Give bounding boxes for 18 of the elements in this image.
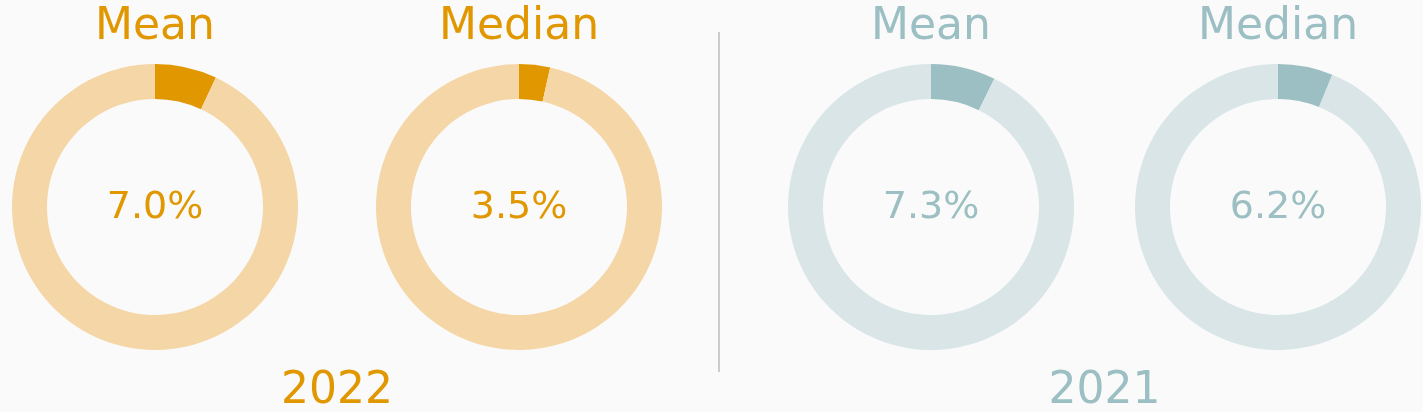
data-label: 7.0% <box>106 183 204 227</box>
donut-slice <box>931 64 995 111</box>
text: 2021 <box>1048 362 1161 413</box>
chart-title: Mean <box>871 0 991 49</box>
chart-title: Median <box>1197 0 1359 49</box>
donut-slice <box>1135 64 1421 350</box>
donut-slice <box>12 64 298 350</box>
donut-slice <box>788 64 1074 350</box>
data-label: 7.3% <box>882 183 980 227</box>
data-label: 3.5% <box>470 183 568 227</box>
chart-title: Median <box>438 0 600 49</box>
chart-title: Mean <box>95 0 215 49</box>
data-label: 6.2% <box>1229 183 1327 227</box>
text: 2022 <box>281 362 393 413</box>
donut-slice <box>155 64 216 110</box>
donut-slice <box>519 64 551 102</box>
donut-slice <box>1278 64 1333 108</box>
donut-slice <box>376 64 662 350</box>
